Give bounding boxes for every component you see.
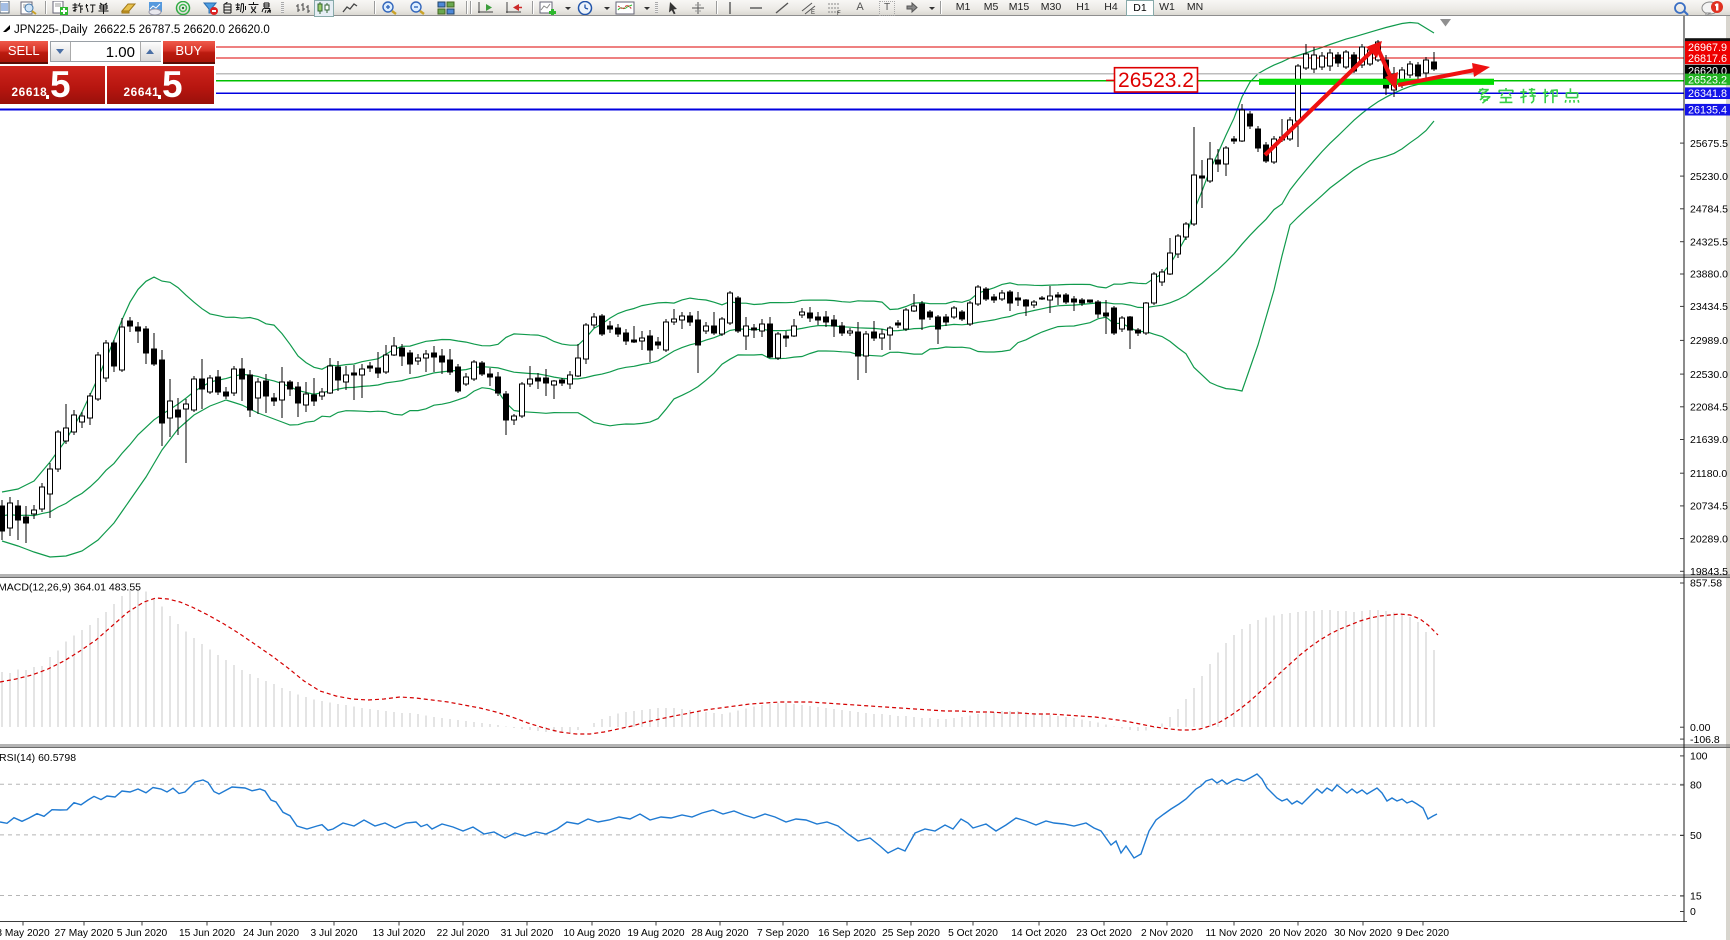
svg-text:22084.5: 22084.5 — [1690, 402, 1728, 414]
svg-text:50: 50 — [1690, 830, 1702, 842]
svg-text:857.58: 857.58 — [1690, 578, 1722, 590]
svg-text:3 Jul 2020: 3 Jul 2020 — [310, 928, 357, 939]
svg-text:80: 80 — [1690, 780, 1702, 792]
svg-text:0: 0 — [1690, 906, 1696, 918]
svg-text:26523.2: 26523.2 — [1688, 74, 1727, 86]
svg-text:RSI(14) 60.5798: RSI(14) 60.5798 — [0, 752, 76, 764]
svg-text:2 Nov 2020: 2 Nov 2020 — [1141, 928, 1193, 939]
svg-text:31 Jul 2020: 31 Jul 2020 — [501, 928, 554, 939]
svg-text:24784.5: 24784.5 — [1690, 204, 1728, 216]
svg-text:25230.0: 25230.0 — [1690, 171, 1728, 183]
svg-text:14 Oct 2020: 14 Oct 2020 — [1011, 928, 1067, 939]
svg-text:21639.0: 21639.0 — [1690, 434, 1728, 446]
svg-text:23434.5: 23434.5 — [1690, 301, 1728, 313]
svg-text:24325.5: 24325.5 — [1690, 236, 1728, 248]
svg-text:F: F — [837, 11, 841, 15]
svg-text:26967.9: 26967.9 — [1688, 42, 1727, 54]
svg-text:5 Oct 2020: 5 Oct 2020 — [948, 928, 998, 939]
svg-text:20289.0: 20289.0 — [1690, 533, 1728, 545]
svg-text:27 May 2020: 27 May 2020 — [55, 928, 114, 939]
svg-text:28 Aug 2020: 28 Aug 2020 — [691, 928, 749, 939]
svg-text:0.00: 0.00 — [1690, 722, 1711, 734]
svg-text:19843.5: 19843.5 — [1690, 566, 1728, 578]
svg-text:24 Jun 2020: 24 Jun 2020 — [243, 928, 299, 939]
svg-text:26523.2: 26523.2 — [1118, 69, 1194, 92]
svg-text:20734.5: 20734.5 — [1690, 501, 1728, 513]
svg-text:23 Oct 2020: 23 Oct 2020 — [1076, 928, 1132, 939]
svg-text:15: 15 — [1690, 891, 1702, 903]
svg-text:21180.0: 21180.0 — [1690, 468, 1727, 480]
svg-text:-106.8: -106.8 — [1690, 734, 1720, 746]
svg-text:10 Aug 2020: 10 Aug 2020 — [563, 928, 621, 939]
svg-text:11 Nov 2020: 11 Nov 2020 — [1205, 928, 1262, 939]
svg-text:22989.0: 22989.0 — [1690, 335, 1728, 347]
svg-text:16 Sep 2020: 16 Sep 2020 — [818, 928, 876, 939]
svg-text:13 Jul 2020: 13 Jul 2020 — [373, 928, 426, 939]
svg-text:26135.4: 26135.4 — [1688, 105, 1727, 117]
svg-text:20 Nov 2020: 20 Nov 2020 — [1269, 928, 1327, 939]
svg-text:3 May 2020: 3 May 2020 — [0, 928, 50, 939]
svg-text:E: E — [811, 10, 815, 15]
svg-text:23880.0: 23880.0 — [1690, 269, 1728, 281]
svg-text:22 Jul 2020: 22 Jul 2020 — [437, 928, 490, 939]
svg-text:26817.6: 26817.6 — [1688, 53, 1727, 65]
svg-text:25 Sep 2020: 25 Sep 2020 — [882, 928, 940, 939]
svg-text:5 Jun 2020: 5 Jun 2020 — [117, 928, 168, 939]
svg-text:7 Sep 2020: 7 Sep 2020 — [757, 928, 809, 939]
svg-text:22530.0: 22530.0 — [1690, 369, 1728, 381]
svg-text:9 Dec 2020: 9 Dec 2020 — [1397, 928, 1449, 939]
svg-text:JPN225-,Daily 26622.5 26787.5: JPN225-,Daily 26622.5 26787.5 26620.0 26… — [14, 24, 270, 36]
svg-text:100: 100 — [1690, 751, 1708, 763]
svg-text:19 Aug 2020: 19 Aug 2020 — [627, 928, 685, 939]
svg-text:25675.5: 25675.5 — [1690, 138, 1728, 150]
svg-text:26341.8: 26341.8 — [1688, 88, 1727, 100]
svg-text:15 Jun 2020: 15 Jun 2020 — [179, 928, 235, 939]
svg-text:MACD(12,26,9) 364.01 483.55: MACD(12,26,9) 364.01 483.55 — [0, 582, 141, 594]
svg-text:30 Nov 2020: 30 Nov 2020 — [1334, 928, 1392, 939]
